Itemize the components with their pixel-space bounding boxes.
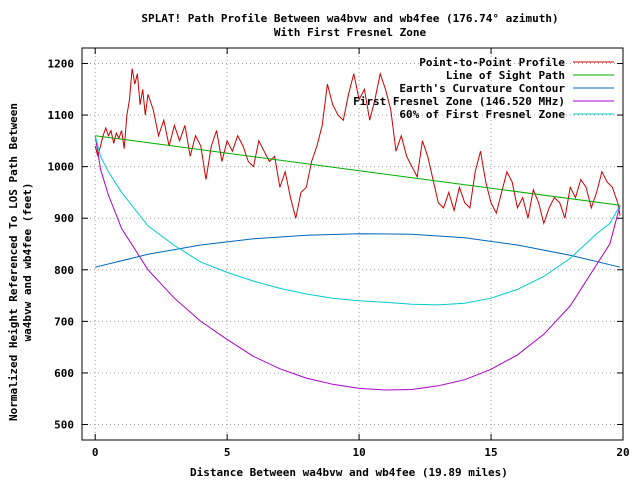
- y-tick-label: 1000: [48, 161, 75, 174]
- y-tick-label: 1200: [48, 57, 75, 70]
- y-tick-label: 700: [54, 315, 74, 328]
- x-tick-label: 15: [484, 446, 497, 459]
- legend-label-2: Line of Sight Path: [446, 69, 565, 82]
- series-line-3: [95, 233, 621, 268]
- series-line-2: [95, 135, 621, 206]
- legend-label-4: First Fresnel Zone (146.520 MHz): [353, 95, 565, 108]
- y-tick-label: 800: [54, 264, 74, 277]
- plot-frame: [81, 47, 624, 441]
- y-axis-label-line1: Normalized Height Referenced To LOS Path…: [7, 103, 20, 421]
- legend-label-3: Earth's Curvature Contour: [399, 82, 565, 95]
- y-axis-label-line2: wa4bvw and wb4fee (feet): [21, 183, 34, 342]
- y-tick-label: 1100: [48, 109, 75, 122]
- y-tick-label: 500: [54, 419, 74, 432]
- legend-label-5: 60% of First Fresnel Zone: [399, 108, 565, 121]
- chart-title: SPLAT! Path Profile Between wa4bvw and w…: [141, 12, 558, 25]
- x-tick-label: 10: [352, 446, 365, 459]
- series-line-1: [94, 68, 621, 226]
- tick-labels: 0 5 10 15 20 500 600 700 800 900 1000 1100 1200: [48, 57, 630, 459]
- series-line-5: [94, 135, 621, 306]
- x-tick-label: 20: [616, 446, 629, 459]
- x-tick-label: 5: [224, 446, 231, 459]
- series-line-4: [94, 135, 621, 391]
- series-lines: [94, 68, 621, 391]
- chart-subtitle: With First Fresnel Zone: [274, 26, 427, 39]
- x-tick-label: 0: [92, 446, 99, 459]
- axes-frame: [81, 47, 624, 441]
- y-tick-label: 900: [54, 212, 74, 225]
- x-axis-label: Distance Between wa4bvw and wb4fee (19.8…: [190, 466, 508, 479]
- y-tick-label: 600: [54, 367, 74, 380]
- legend-label-1: Point-to-Point Profile: [419, 56, 565, 69]
